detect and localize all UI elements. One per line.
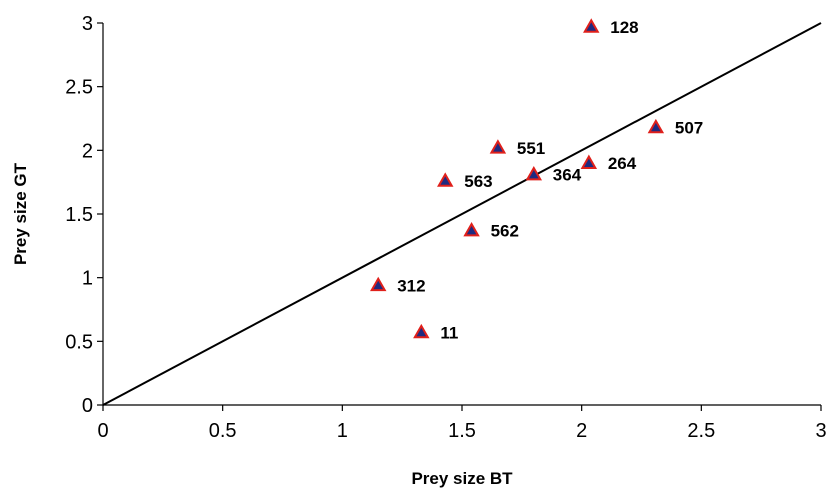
- data-point-marker: [370, 276, 387, 292]
- data-point-marker: [647, 118, 665, 134]
- data-point-label: 551: [517, 139, 545, 158]
- y-tick-label: 2.5: [65, 77, 93, 99]
- data-point-marker: [413, 323, 430, 339]
- data-point-marker: [463, 222, 480, 237]
- x-tick-label: 2.5: [687, 420, 715, 442]
- x-tick-label: 3: [815, 420, 826, 442]
- data-point-marker: [489, 139, 507, 154]
- y-tick-label: 2: [82, 140, 93, 162]
- data-point-label: 128: [610, 18, 638, 37]
- y-tick-label: 1: [82, 268, 93, 290]
- x-tick-label: 1.5: [448, 420, 476, 442]
- data-point-label: 11: [440, 323, 458, 342]
- data-points: 128 507 551 264 364 563 562 312 11: [370, 18, 703, 342]
- y-tick-label: 0.5: [65, 331, 93, 353]
- x-tick-label: 1: [337, 420, 348, 442]
- y-axis-title: Prey size GT: [11, 162, 30, 265]
- x-tick-label: 0: [97, 420, 108, 442]
- data-point-label: 563: [464, 172, 492, 191]
- data-point-label: 264: [608, 154, 637, 173]
- data-point-label: 312: [397, 276, 425, 295]
- x-tick-label: 0.5: [209, 420, 237, 442]
- y-ticks: 0 0.5 1 1.5 2 2.5 3: [65, 13, 103, 417]
- data-point-marker: [580, 154, 598, 169]
- x-tick-label: 2: [576, 420, 587, 442]
- data-point-label: 507: [675, 118, 703, 137]
- y-tick-label: 1.5: [65, 204, 93, 226]
- x-ticks: 0 0.5 1 1.5 2 2.5 3: [97, 405, 827, 442]
- data-point-label: 562: [491, 222, 519, 241]
- data-point-marker: [525, 166, 543, 181]
- data-point-label: 364: [553, 166, 582, 185]
- y-tick-label: 3: [82, 13, 93, 35]
- data-point-marker: [437, 172, 454, 187]
- data-point-marker: [583, 18, 600, 33]
- reference-line: [102, 22, 822, 406]
- y-tick-label: 0: [82, 395, 93, 417]
- x-axis-title: Prey size BT: [411, 469, 513, 488]
